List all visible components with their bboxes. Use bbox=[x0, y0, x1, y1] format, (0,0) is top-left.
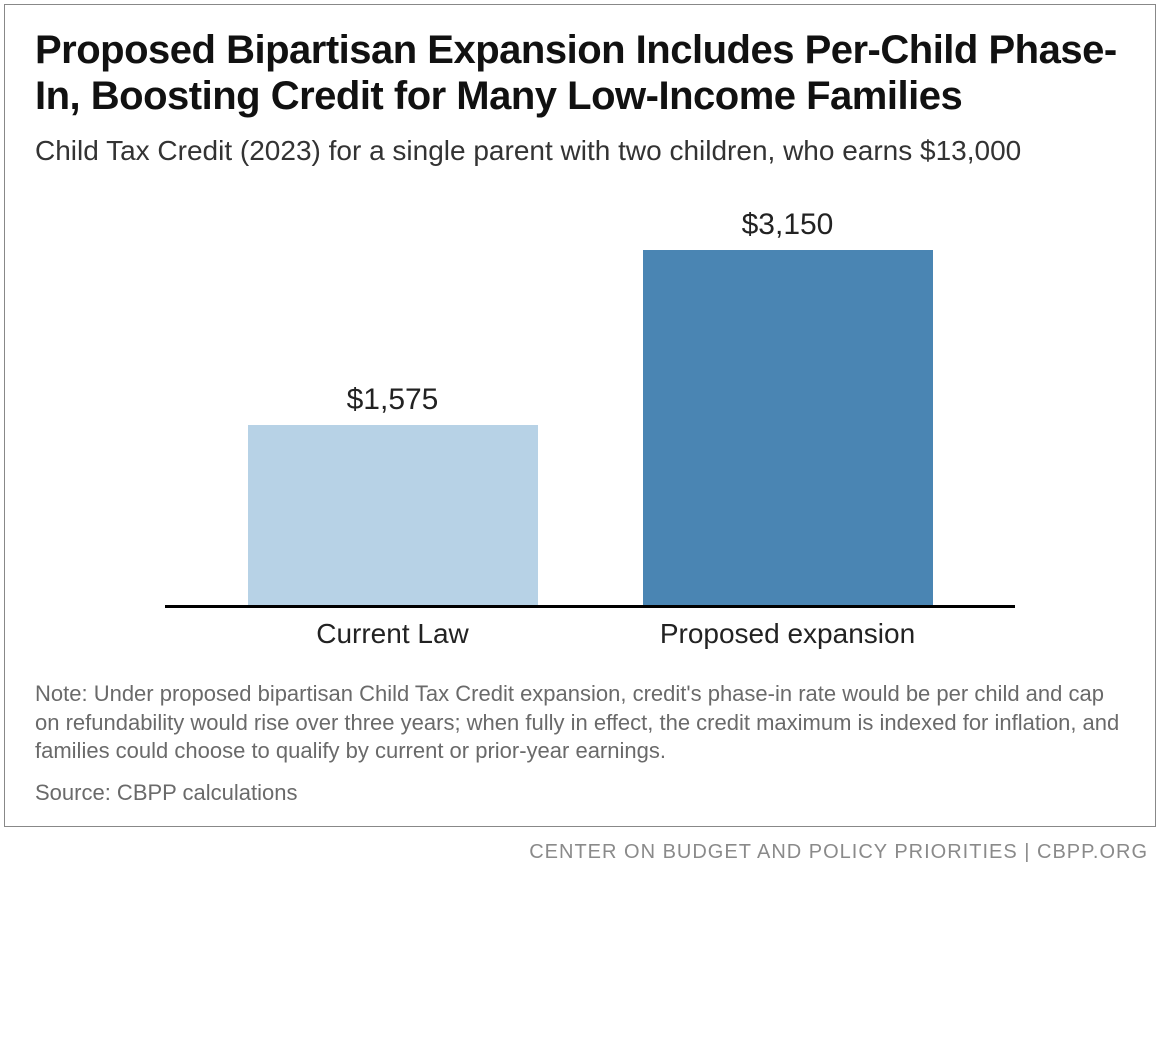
x-label-proposed: Proposed expansion bbox=[610, 618, 966, 650]
footer-attribution: CENTER ON BUDGET AND POLICY PRIORITIES |… bbox=[0, 831, 1160, 880]
bar-value-label: $3,150 bbox=[742, 208, 834, 242]
bar-group-current-law: $1,575 bbox=[215, 208, 571, 605]
figure-container: Proposed Bipartisan Expansion Includes P… bbox=[4, 4, 1156, 827]
bar-value-label: $1,575 bbox=[347, 383, 439, 417]
figure-content: Proposed Bipartisan Expansion Includes P… bbox=[5, 5, 1155, 826]
bar-group-proposed: $3,150 bbox=[610, 208, 966, 605]
chart-source: Source: CBPP calculations bbox=[35, 780, 1125, 812]
bar-proposed-expansion bbox=[643, 250, 933, 605]
x-axis-labels: Current Law Proposed expansion bbox=[165, 608, 1015, 650]
chart-title: Proposed Bipartisan Expansion Includes P… bbox=[35, 27, 1125, 119]
x-label-current-law: Current Law bbox=[215, 618, 571, 650]
chart-subtitle: Child Tax Credit (2023) for a single par… bbox=[35, 133, 1125, 168]
chart-plot-area: $1,575 $3,150 bbox=[165, 208, 1015, 608]
bars-container: $1,575 $3,150 bbox=[165, 208, 1015, 605]
chart-region: $1,575 $3,150 Current Law Proposed expan… bbox=[35, 208, 1125, 650]
bar-current-law bbox=[248, 425, 538, 605]
chart-note: Note: Under proposed bipartisan Child Ta… bbox=[35, 680, 1125, 766]
